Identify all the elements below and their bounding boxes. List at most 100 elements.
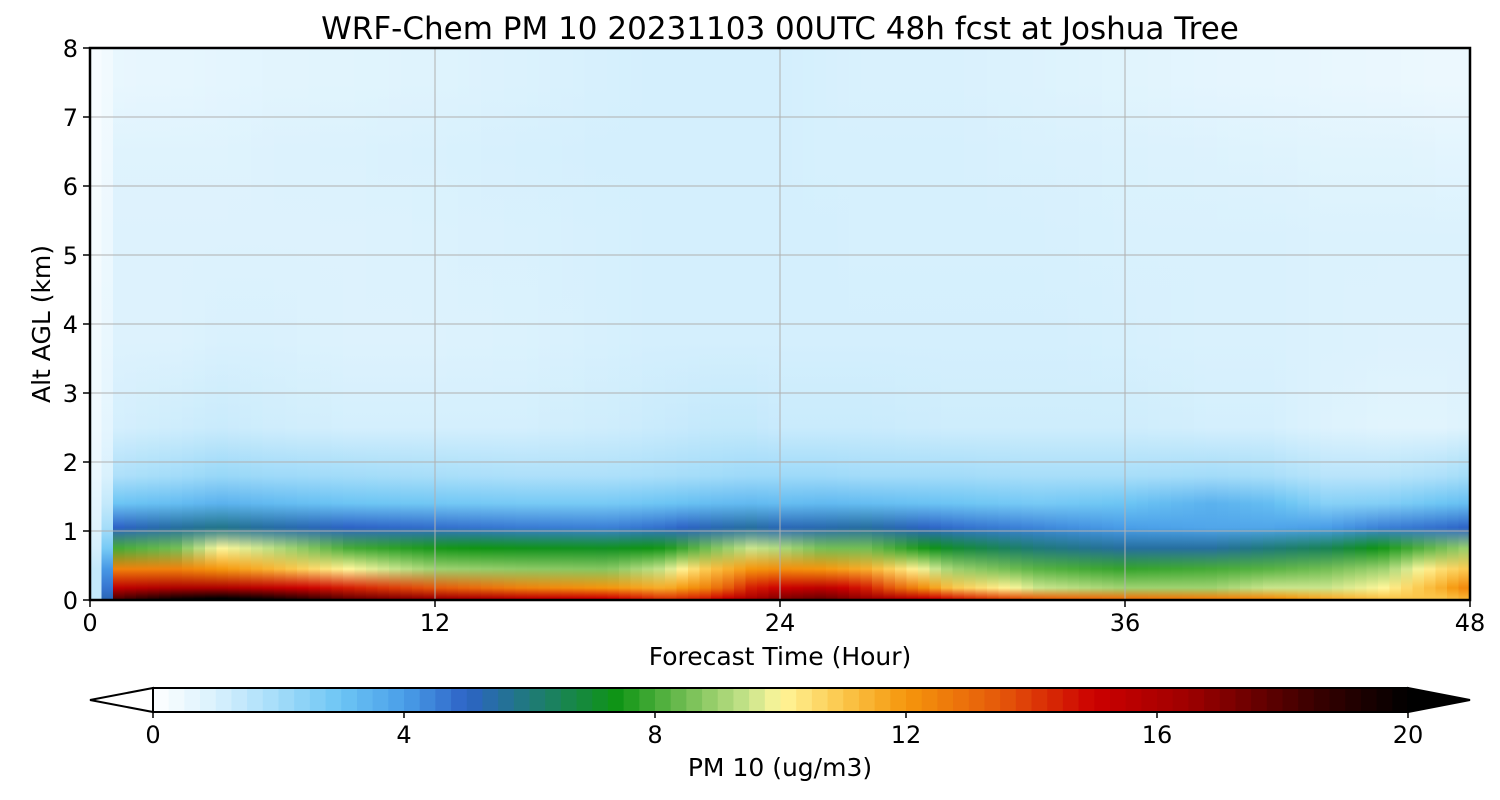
colorbar-cell: [1141, 688, 1158, 712]
x-axis-label: Forecast Time (Hour): [649, 642, 912, 671]
colorbar-extend-max: [1407, 686, 1471, 714]
colorbar-cell: [341, 688, 358, 712]
colorbar-cell: [451, 688, 468, 712]
colorbar-cell: [372, 688, 389, 712]
colorbar-cell: [984, 688, 1001, 712]
colorbar-cell: [294, 688, 311, 712]
colorbar-cell: [733, 688, 750, 712]
colorbar-cell: [435, 688, 452, 712]
colorbar-cell: [1188, 688, 1205, 712]
colorbar-cell: [827, 688, 844, 712]
colorbar-extend-min: [89, 686, 154, 714]
colorbar: 0 4 8 12 16 20: [89, 686, 1471, 749]
colorbar-cell: [1329, 688, 1346, 712]
colorbar-cell: [529, 688, 546, 712]
colorbar-cell: [1047, 688, 1064, 712]
colorbar-cell: [623, 688, 640, 712]
colorbar-cell: [702, 688, 719, 712]
y-tick-label: 3: [63, 380, 78, 408]
colorbar-cell: [168, 688, 185, 712]
colorbar-tick-label: 8: [647, 721, 662, 749]
colorbar-tick-label: 4: [396, 721, 411, 749]
colorbar-cell: [1298, 688, 1315, 712]
y-tick-label: 6: [63, 173, 78, 201]
colorbar-cell: [278, 688, 295, 712]
colorbar-cell: [466, 688, 483, 712]
colorbar-cell: [545, 688, 562, 712]
colorbar-cell: [482, 688, 499, 712]
chart-title: WRF-Chem PM 10 20231103 00UTC 48h fcst a…: [321, 11, 1239, 47]
colorbar-cell: [1360, 688, 1378, 712]
colorbar-cell: [592, 688, 609, 712]
colorbar-cell: [1109, 688, 1127, 712]
colorbar-cell: [1157, 688, 1174, 712]
colorbar-cell: [1282, 688, 1299, 712]
colorbar-cell: [560, 688, 578, 712]
x-tick-label: 12: [420, 609, 451, 637]
colorbar-cell: [953, 688, 970, 712]
colorbar-cell: [1031, 688, 1048, 712]
colorbar-cell: [780, 688, 797, 712]
colorbar-cell: [215, 688, 232, 712]
x-tick-label: 36: [1110, 609, 1141, 637]
x-tick-label: 48: [1455, 609, 1486, 637]
colorbar-cell: [1345, 688, 1362, 712]
colorbar-cell: [513, 688, 530, 712]
colorbar-cell: [184, 688, 201, 712]
y-tick-label: 2: [63, 449, 78, 477]
colorbar-cell: [607, 688, 625, 712]
colorbar-cell: [356, 688, 374, 712]
colorbar-cell: [200, 688, 217, 712]
colorbar-cell: [388, 688, 405, 712]
colorbar-cell: [325, 688, 342, 712]
y-tick-label: 7: [63, 104, 78, 132]
colorbar-cell: [1172, 688, 1189, 712]
colorbar-label: PM 10 (ug/m3): [688, 753, 872, 782]
colorbar-frame: [152, 687, 1409, 713]
colorbar-cell: [1235, 688, 1252, 712]
y-tick-label: 8: [63, 35, 78, 63]
colorbar-cell: [404, 688, 421, 712]
colorbar-cell: [639, 688, 656, 712]
x-axis-ticks: 0 12 24 36 48: [82, 600, 1485, 637]
colorbar-cell: [906, 688, 923, 712]
colorbar-cell: [670, 688, 687, 712]
x-tick-label: 24: [765, 609, 796, 637]
colorbar-cell: [1376, 688, 1393, 712]
colorbar-cell: [921, 688, 938, 712]
colorbar-cell: [309, 688, 327, 712]
colorbar-cell: [1094, 688, 1111, 712]
colorbar-cell: [749, 688, 766, 712]
colorbar-cell: [655, 688, 672, 712]
colorbar-cell: [247, 688, 264, 712]
colorbar-tick-label: 12: [891, 721, 922, 749]
colorbar-cell: [262, 688, 279, 712]
colorbar-cell: [1015, 688, 1032, 712]
colorbar-cell: [874, 688, 891, 712]
y-axis-label: Alt AGL (km): [27, 245, 56, 403]
colorbar-cell: [231, 688, 248, 712]
colorbar-tick-label: 0: [145, 721, 160, 749]
colorbar-cell: [717, 688, 734, 712]
colorbar-tick-label: 20: [1393, 721, 1424, 749]
colorbar-cell: [1078, 688, 1095, 712]
colorbar-cell: [937, 688, 954, 712]
colorbar-cell: [1219, 688, 1236, 712]
y-axis-ticks: 0 1 2 3 4 5 6 7 8: [63, 35, 90, 615]
colorbar-cell: [1204, 688, 1221, 712]
colorbar-cell: [1000, 688, 1017, 712]
colorbar-cell: [153, 688, 170, 712]
colorbar-cell: [1313, 688, 1331, 712]
y-tick-label: 0: [63, 587, 78, 615]
colorbar-cell: [796, 688, 813, 712]
colorbar-cell: [576, 688, 593, 712]
colorbar-cell: [686, 688, 703, 712]
colorbar-cell: [890, 688, 907, 712]
y-tick-label: 5: [63, 242, 78, 270]
colorbar-cell: [764, 688, 781, 712]
colorbar-cell: [1125, 688, 1142, 712]
colorbar-cell: [843, 688, 860, 712]
colorbar-cell: [811, 688, 829, 712]
colorbar-cell: [419, 688, 436, 712]
